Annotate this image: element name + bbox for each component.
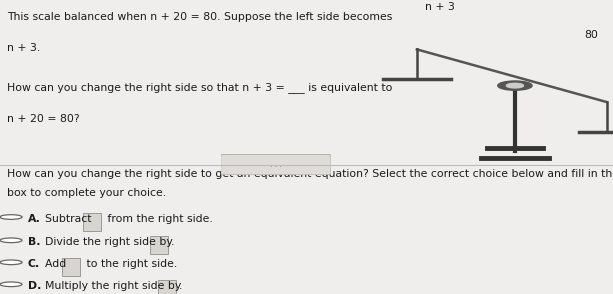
Text: Divide the right side by: Divide the right side by bbox=[45, 237, 177, 247]
Circle shape bbox=[506, 83, 524, 88]
Text: Subtract: Subtract bbox=[45, 214, 96, 224]
Text: B.: B. bbox=[28, 237, 40, 247]
Text: This scale balanced when n + 20 = 80. Suppose the left side becomes: This scale balanced when n + 20 = 80. Su… bbox=[7, 11, 393, 21]
Circle shape bbox=[0, 282, 22, 287]
Text: C.: C. bbox=[28, 259, 40, 269]
Circle shape bbox=[0, 260, 22, 265]
FancyBboxPatch shape bbox=[150, 236, 168, 254]
Text: box to complete your choice.: box to complete your choice. bbox=[7, 188, 167, 198]
Text: from the right side.: from the right side. bbox=[104, 214, 213, 224]
Text: 80: 80 bbox=[584, 30, 598, 40]
FancyBboxPatch shape bbox=[62, 258, 80, 276]
Circle shape bbox=[0, 238, 22, 243]
Text: . . .: . . . bbox=[270, 160, 282, 169]
Text: n + 20 = 80?: n + 20 = 80? bbox=[7, 113, 80, 123]
Text: How can you change the right side to get an equivalent equation? Select the corr: How can you change the right side to get… bbox=[7, 168, 613, 178]
Text: Add: Add bbox=[45, 259, 70, 269]
Text: .: . bbox=[171, 237, 175, 247]
Text: to the right side.: to the right side. bbox=[83, 259, 178, 269]
FancyBboxPatch shape bbox=[221, 154, 331, 175]
Text: Multiply the right side by: Multiply the right side by bbox=[45, 281, 185, 291]
FancyBboxPatch shape bbox=[83, 213, 101, 230]
Circle shape bbox=[0, 215, 22, 219]
Circle shape bbox=[498, 81, 532, 90]
Text: n + 3: n + 3 bbox=[425, 2, 455, 12]
Text: How can you change the right side so that n + 3 = ___ is equivalent to: How can you change the right side so tha… bbox=[7, 82, 393, 93]
FancyBboxPatch shape bbox=[158, 280, 177, 294]
Text: A.: A. bbox=[28, 214, 40, 224]
Text: D.: D. bbox=[28, 281, 41, 291]
Text: n + 3.: n + 3. bbox=[7, 43, 40, 53]
Text: .: . bbox=[180, 281, 183, 291]
